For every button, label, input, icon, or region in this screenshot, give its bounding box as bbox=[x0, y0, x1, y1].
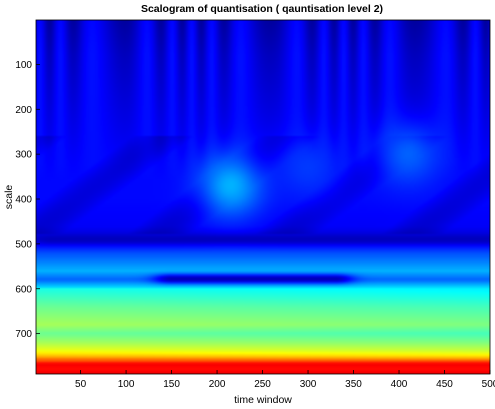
y-axis-label: scale bbox=[3, 185, 15, 210]
x-tick-label: 150 bbox=[163, 379, 180, 390]
x-tick-label: 250 bbox=[254, 379, 271, 390]
x-tick-label: 50 bbox=[75, 379, 87, 390]
x-tick-label: 350 bbox=[345, 379, 362, 390]
x-axis-ticks: 50 100 150 200 250 300 350 400 450 500 bbox=[75, 370, 495, 390]
scalogram-heatmap bbox=[36, 20, 490, 374]
y-tick-label: 200 bbox=[15, 105, 32, 116]
plot-frame bbox=[35, 19, 491, 375]
x-tick-label: 200 bbox=[209, 379, 226, 390]
y-axis-ticks: 100 200 300 400 500 600 700 bbox=[15, 60, 40, 340]
x-tick-label: 450 bbox=[436, 379, 453, 390]
y-tick-label: 100 bbox=[15, 60, 32, 71]
y-tick-label: 400 bbox=[15, 195, 32, 206]
x-tick-label: 500 bbox=[482, 379, 495, 390]
y-tick-label: 500 bbox=[15, 239, 32, 250]
y-tick-label: 300 bbox=[15, 150, 32, 161]
y-tick-label: 700 bbox=[15, 329, 32, 340]
x-tick-label: 100 bbox=[118, 379, 135, 390]
x-axis-label: time window bbox=[234, 394, 292, 406]
y-tick-label: 600 bbox=[15, 284, 32, 295]
x-tick-label: 300 bbox=[300, 379, 317, 390]
chart-title: Scalogram of quantisation ( qauntisation… bbox=[141, 3, 383, 15]
x-tick-label: 400 bbox=[391, 379, 408, 390]
